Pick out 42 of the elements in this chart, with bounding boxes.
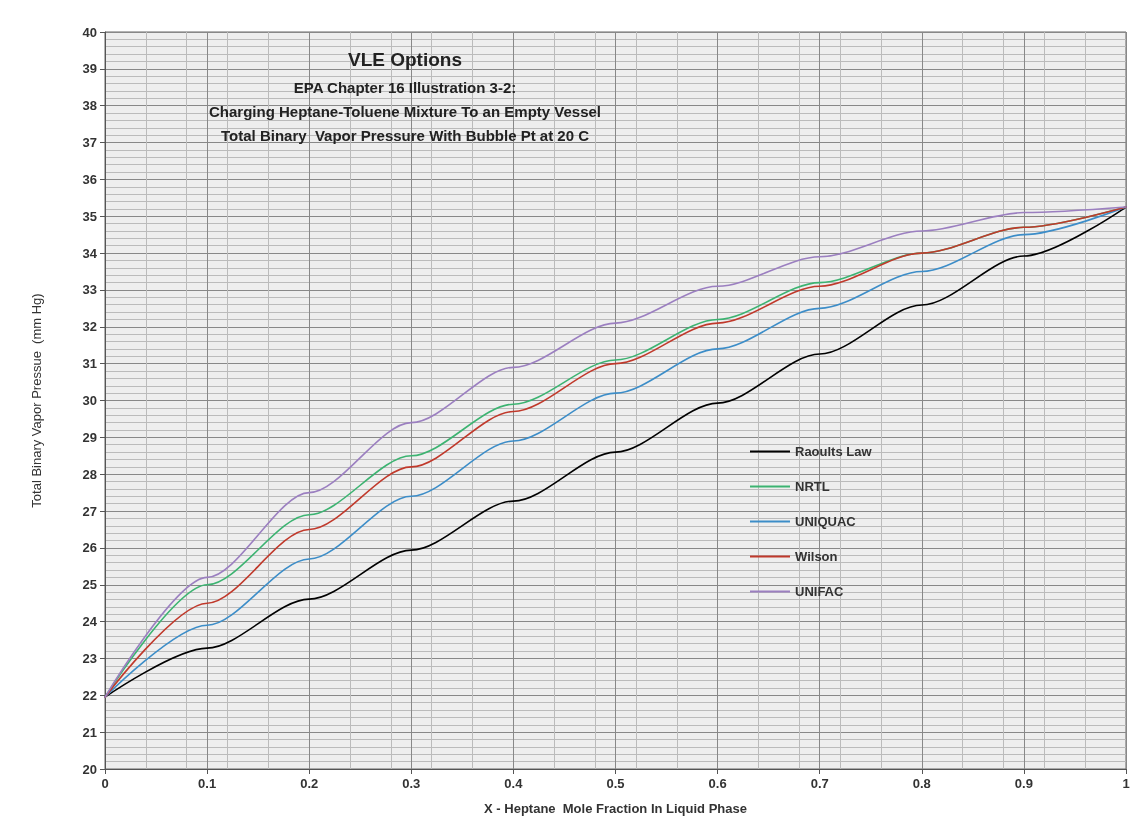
x-tick-label: 0.3 — [402, 776, 421, 791]
line-series — [104, 206, 1127, 698]
y-tick-label: 26 — [82, 540, 97, 556]
y-tick-label: 25 — [82, 577, 97, 593]
x-tick-label: 0.1 — [198, 776, 217, 791]
x-tick-label: 0.5 — [606, 776, 625, 791]
legend-label: UNIQUAC — [795, 514, 857, 529]
y-tick-label: 39 — [82, 61, 97, 77]
y-tick-label: 37 — [82, 135, 97, 151]
legend-label: NRTL — [795, 479, 830, 494]
y-tick-label: 29 — [82, 429, 97, 445]
y-tick-label: 23 — [82, 650, 97, 666]
x-tick-label: 0 — [101, 776, 109, 791]
text: EPA Chapter 16 Illustration 3-2: Charging Heptane-Toluene Mixture To an Empty Vessel Total Binary Vapor Pressure With Bubble Pt at 20 C — [208, 78, 602, 144]
text: VLE Options — [348, 49, 462, 70]
y-tick-label: 31 — [82, 356, 97, 372]
x-tick-label: 0.2 — [300, 776, 319, 791]
y-tick-label: 40 — [82, 24, 97, 40]
x-tick-label: 0.7 — [810, 776, 829, 791]
y-tick-label: 36 — [82, 171, 97, 187]
y-tick-label: 24 — [82, 614, 98, 630]
y-tick-label: 27 — [82, 503, 97, 519]
x-tick-label: 1 — [1122, 776, 1130, 791]
y-tick-label: 33 — [82, 282, 97, 298]
y-tick-label: 30 — [82, 393, 97, 408]
x-tick-label: 0.4 — [504, 776, 524, 791]
y-tick-label: 28 — [82, 466, 97, 482]
y-tick-label: 20 — [82, 761, 97, 777]
legend-label: UNIFAC — [795, 584, 844, 599]
y-tick-label: 22 — [82, 687, 97, 703]
legend-label: Wilson — [795, 549, 838, 564]
y-tick-label: 35 — [82, 208, 97, 224]
y-tick-label: 34 — [82, 245, 98, 261]
x-tick-label: 0.6 — [708, 776, 727, 791]
x-tick-label: 0.8 — [912, 776, 931, 791]
y-tick-label: 32 — [82, 319, 97, 335]
x-axis-title: X - Heptane Mole Fraction In Liquid Phase — [484, 801, 747, 816]
y-tick-label: 21 — [82, 724, 97, 740]
y-tick-label: 38 — [82, 98, 97, 114]
x-tick-label: 0.9 — [1014, 776, 1033, 791]
legend-label: Raoults Law — [795, 444, 873, 459]
y-axis-title: Total Binary Vapor Pressue (mm Hg) — [29, 293, 44, 508]
